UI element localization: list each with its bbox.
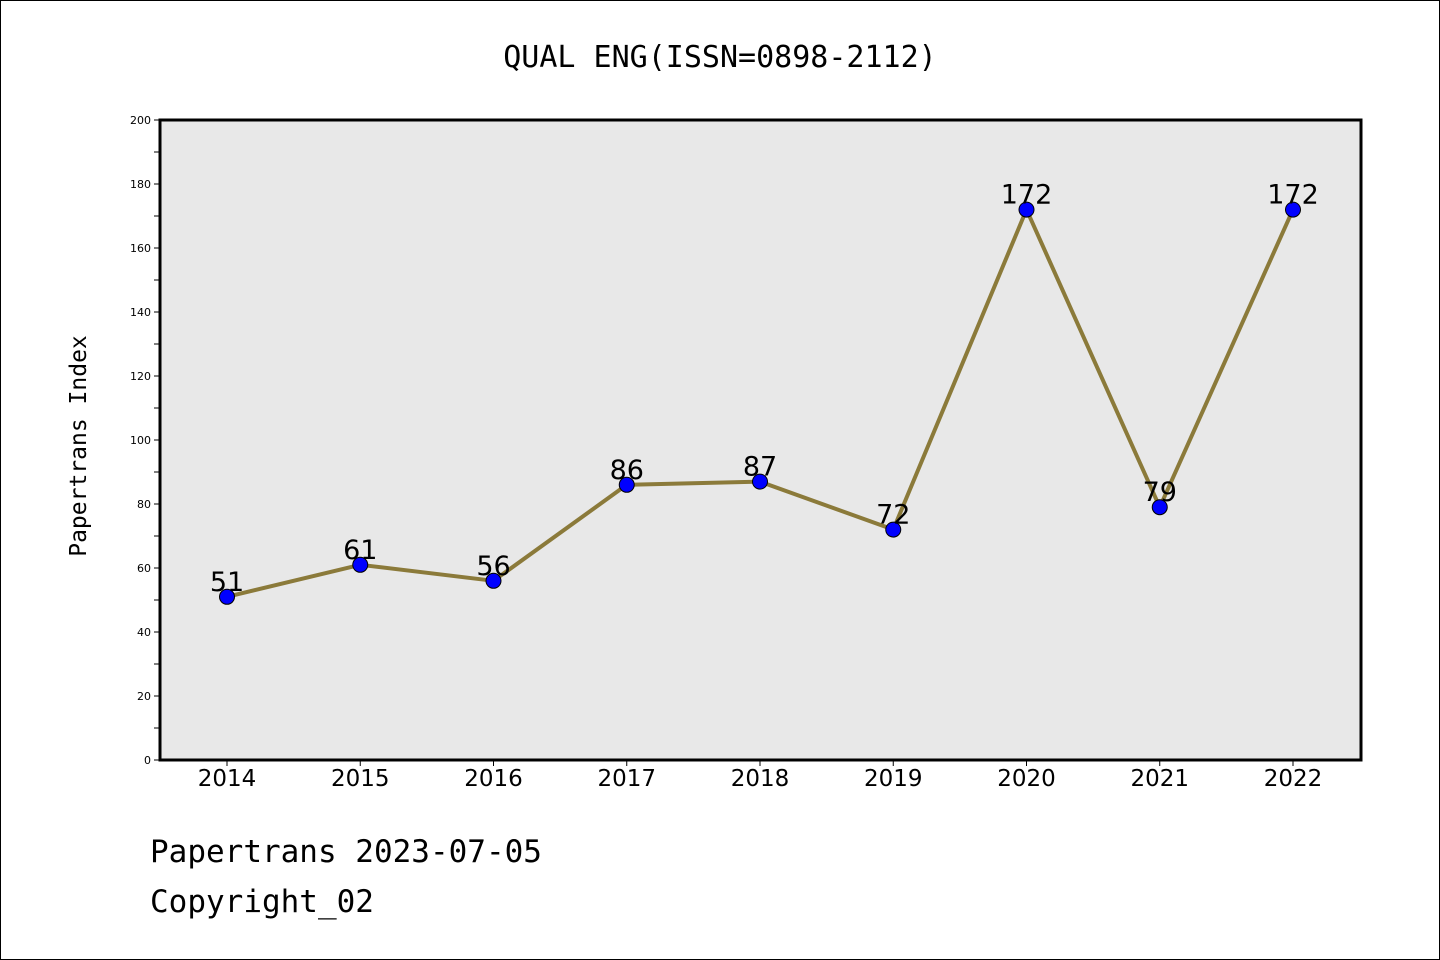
x-tick-label: 2017 — [597, 766, 656, 792]
y-tick-label: 100 — [130, 434, 151, 447]
y-tick-label: 80 — [137, 498, 151, 511]
x-tick-label: 2021 — [1130, 766, 1189, 792]
x-axis-ticks: 2014 2015 2016 2017 2018 2019 2020 2021 2022 — [198, 760, 1323, 792]
data-point-marker — [1018, 201, 1035, 218]
data-label: 79 — [1143, 477, 1177, 508]
y-tick-label: 20 — [137, 690, 151, 703]
x-tick-label: 2014 — [198, 766, 257, 792]
x-tick-label: 2022 — [1264, 766, 1323, 792]
x-tick-label: 2016 — [464, 766, 523, 792]
data-point-marker — [618, 476, 635, 493]
footer-source-date: Papertrans 2023-07-05 — [150, 834, 542, 870]
y-tick-label: 160 — [130, 242, 151, 255]
data-point-marker — [885, 521, 902, 538]
plot-area — [158, 118, 1363, 762]
data-point-marker — [752, 473, 768, 490]
y-tick-label: 60 — [137, 562, 151, 575]
y-axis-label: Papertrans Index — [66, 335, 92, 557]
data-label: 56 — [476, 551, 510, 582]
data-labels: 51 61 56 86 87 72 172 79 172 — [210, 180, 1319, 598]
y-tick-label: 180 — [130, 178, 151, 191]
data-points — [219, 201, 1301, 605]
x-tick-label: 2019 — [864, 766, 923, 792]
y-tick-label: 200 — [130, 114, 151, 127]
data-label: 87 — [743, 452, 777, 483]
y-axis-ticks: 0 20 40 60 80 100 120 140 160 180 200 — [130, 114, 160, 767]
x-tick-label: 2018 — [731, 766, 790, 792]
data-point-marker — [1285, 201, 1301, 218]
data-point-marker — [1151, 499, 1168, 516]
y-tick-label: 40 — [137, 626, 151, 639]
data-label: 61 — [343, 535, 377, 566]
y-tick-label: 120 — [130, 370, 151, 383]
data-point-marker — [485, 572, 502, 589]
x-tick-label: 2020 — [997, 766, 1056, 792]
y-tick-label: 0 — [144, 754, 151, 767]
data-label: 172 — [1001, 180, 1053, 211]
data-point-marker — [219, 588, 235, 605]
data-label: 86 — [610, 455, 644, 486]
data-label: 72 — [876, 500, 910, 531]
data-label: 172 — [1267, 180, 1319, 211]
data-point-marker — [352, 556, 369, 573]
data-label: 51 — [210, 567, 244, 598]
footer-copyright: Copyright_02 — [150, 884, 374, 920]
y-tick-label: 140 — [130, 306, 151, 319]
x-tick-label: 2015 — [331, 766, 390, 792]
chart-title: QUAL ENG(ISSN=0898-2112) — [503, 40, 936, 75]
